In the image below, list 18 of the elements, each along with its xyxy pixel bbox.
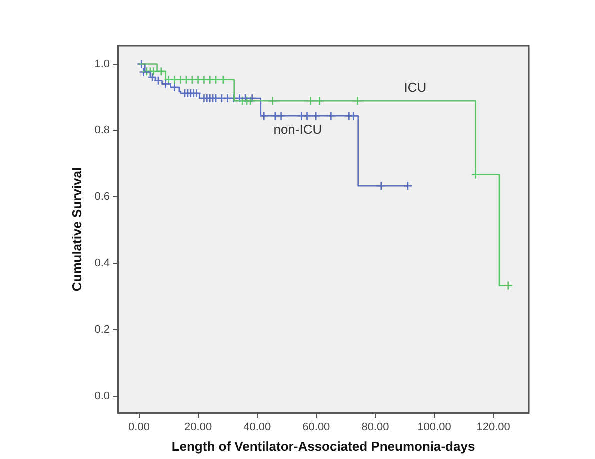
x-tick-label: 40.00 — [244, 422, 272, 434]
x-tick-label: 100.00 — [418, 422, 452, 434]
x-tick-label: 60.00 — [302, 422, 330, 434]
y-tick-label: 0.2 — [94, 324, 110, 336]
x-tick-label: 20.00 — [184, 422, 212, 434]
y-tick-label: 0.4 — [94, 258, 110, 270]
y-tick-label: 0.0 — [94, 390, 110, 402]
y-tick-label: 0.8 — [94, 124, 110, 137]
y-tick-label: 1.0 — [94, 58, 110, 70]
x-tick-label: 0.00 — [128, 422, 150, 434]
series-label: non-ICU — [274, 122, 322, 138]
y-tick-label: 0.6 — [94, 191, 110, 204]
x-tick-label: 120.00 — [476, 422, 510, 434]
x-tick-label: 80.00 — [362, 422, 390, 434]
series-label: ICU — [404, 80, 427, 96]
point — [149, 66, 158, 76]
y-axis-title: Cumulative Survival — [69, 167, 84, 292]
x-axis-title: Length of Ventilator-Associated Pneumonia-days — [172, 438, 476, 454]
